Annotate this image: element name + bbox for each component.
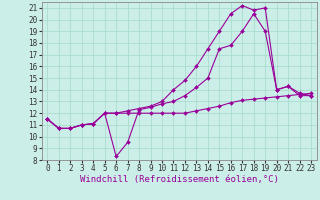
X-axis label: Windchill (Refroidissement éolien,°C): Windchill (Refroidissement éolien,°C) (80, 175, 279, 184)
